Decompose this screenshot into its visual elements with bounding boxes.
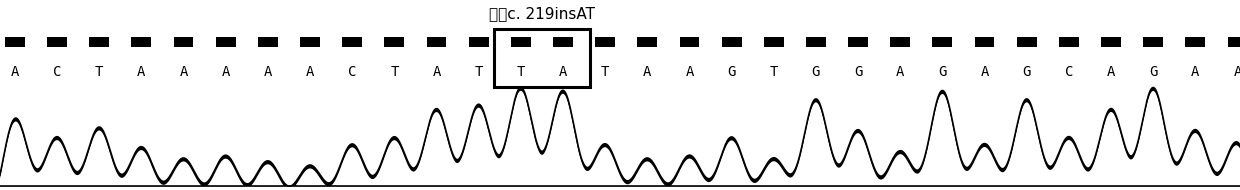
Bar [680, 36, 699, 47]
Bar [1228, 36, 1240, 47]
Text: A: A [1192, 65, 1199, 79]
Text: T: T [95, 65, 103, 79]
Bar [637, 36, 657, 47]
Text: C: C [348, 65, 356, 79]
Text: A: A [180, 65, 187, 79]
Bar [300, 36, 320, 47]
Text: C: C [1065, 65, 1073, 79]
Text: T: T [391, 65, 398, 79]
Text: T: T [770, 65, 777, 79]
Text: G: G [1149, 65, 1157, 79]
Text: A: A [981, 65, 988, 79]
Bar [848, 36, 868, 47]
Text: A: A [433, 65, 440, 79]
Text: G: G [854, 65, 862, 79]
Text: A: A [1234, 65, 1240, 79]
Bar [511, 36, 531, 47]
Text: A: A [1107, 65, 1115, 79]
Text: T: T [517, 65, 525, 79]
Bar [975, 36, 994, 47]
Text: A: A [559, 65, 567, 79]
Bar [216, 36, 236, 47]
Bar [494, 29, 590, 87]
Bar [258, 36, 278, 47]
Bar [89, 36, 109, 47]
Bar [595, 36, 615, 47]
Text: G: G [939, 65, 946, 79]
Text: T: T [475, 65, 482, 79]
Bar [469, 36, 489, 47]
Bar [5, 36, 25, 47]
Text: A: A [306, 65, 314, 79]
Text: A: A [644, 65, 651, 79]
Text: A: A [138, 65, 145, 79]
Bar [131, 36, 151, 47]
Bar [174, 36, 193, 47]
Text: 位点c. 219insAT: 位点c. 219insAT [489, 6, 595, 21]
Bar [1185, 36, 1205, 47]
Bar [384, 36, 404, 47]
Bar [1143, 36, 1163, 47]
Bar [932, 36, 952, 47]
Text: G: G [812, 65, 820, 79]
Text: C: C [53, 65, 61, 79]
Bar [1017, 36, 1037, 47]
Text: G: G [1023, 65, 1030, 79]
Text: T: T [601, 65, 609, 79]
Bar [553, 36, 573, 47]
Text: G: G [728, 65, 735, 79]
Text: A: A [897, 65, 904, 79]
Bar [47, 36, 67, 47]
Text: A: A [11, 65, 19, 79]
Text: A: A [222, 65, 229, 79]
Bar [342, 36, 362, 47]
Bar [722, 36, 742, 47]
Bar [1059, 36, 1079, 47]
Text: A: A [264, 65, 272, 79]
Bar [1101, 36, 1121, 47]
Bar [427, 36, 446, 47]
Bar [890, 36, 910, 47]
Bar [806, 36, 826, 47]
Bar [764, 36, 784, 47]
Text: A: A [686, 65, 693, 79]
